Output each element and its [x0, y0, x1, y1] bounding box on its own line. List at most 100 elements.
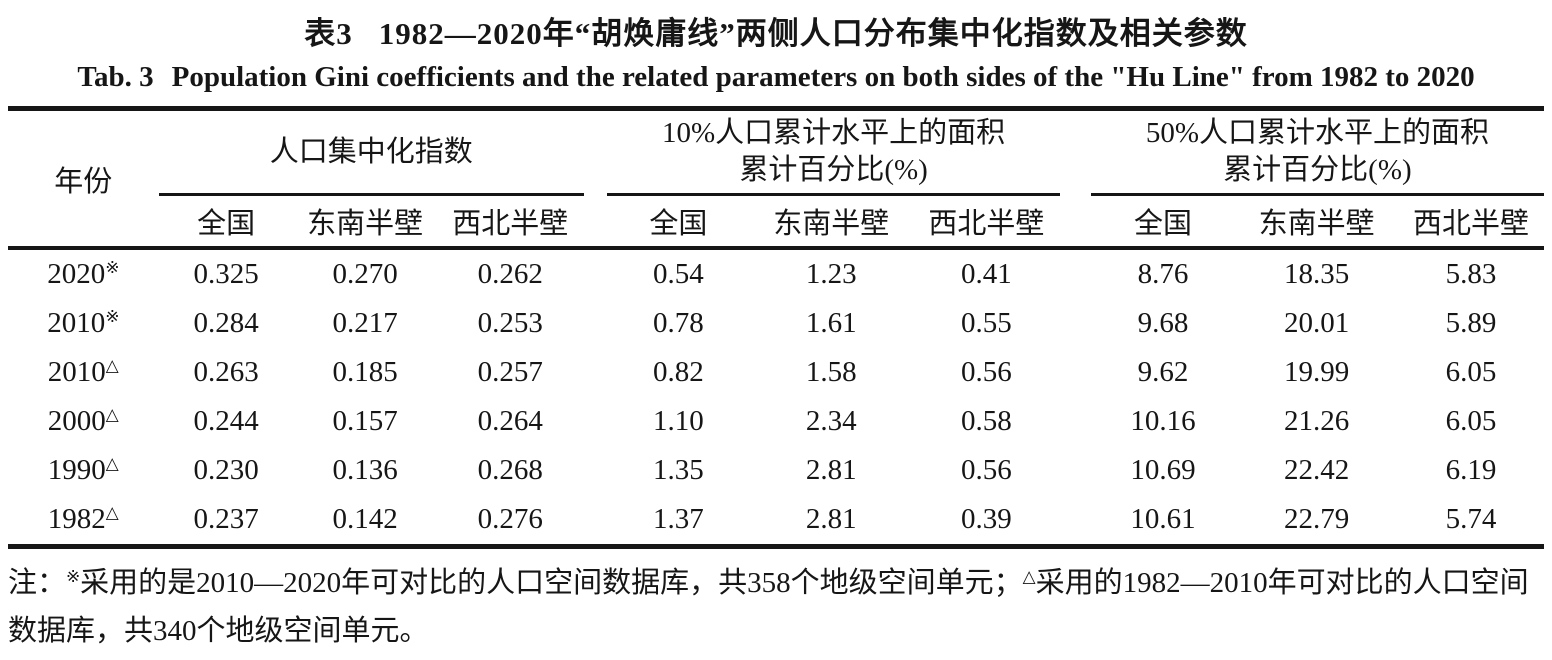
- value-cell: 5.89: [1445, 307, 1497, 339]
- note-label: 注：: [8, 567, 67, 599]
- value-cell: 1.23: [805, 258, 857, 290]
- subcol-header-southeast-2: 东南半壁: [749, 194, 913, 250]
- table-row-2000: 2000△ 0.244 0.157 0.264 1.10 2.34 0.58 1…: [8, 397, 1544, 446]
- value-cell: 0.253: [477, 307, 543, 339]
- note-text-part1: 采用的是2010—2020年可对比的人口空间数据库，共358个地级空间单元；: [80, 567, 1023, 599]
- value-cell: 0.263: [193, 356, 259, 388]
- value-cell: 0.264: [477, 405, 543, 437]
- year-label: 1982: [47, 503, 106, 535]
- spacer-cell: [1060, 495, 1091, 547]
- caption-en-text: Population Gini coefficients and the rel…: [171, 61, 1475, 93]
- value-cell: 0.237: [193, 503, 259, 535]
- subcol-header-national-1: 全国: [158, 194, 294, 250]
- group-title-line: 累计百分比(%): [1223, 154, 1412, 186]
- group-header-area-at-10pct: 10%人口累计水平上的面积 累计百分比(%): [607, 108, 1061, 196]
- header-row-groups: 年份 人口集中化指数 10%人口累计水平上的面积 累计百分比(%) 50%人口累…: [8, 108, 1544, 250]
- year-cell: 2000△: [8, 397, 159, 446]
- value-cell: 9.68: [1137, 307, 1189, 339]
- spacer-cell: [584, 248, 607, 299]
- subcol-header-national-3: 全国: [1090, 194, 1236, 250]
- value-cell: 0.56: [961, 356, 1012, 388]
- value-cell: 0.262: [477, 258, 543, 290]
- value-cell: 1.58: [805, 356, 857, 388]
- value-cell: 0.268: [477, 454, 543, 486]
- value-cell: 0.136: [332, 454, 398, 486]
- spacer-cell: [1060, 299, 1091, 348]
- value-cell: 0.41: [961, 258, 1012, 290]
- value-cell: 1.10: [653, 405, 704, 437]
- value-cell: 0.217: [332, 307, 398, 339]
- spacer-cell: [1060, 397, 1091, 446]
- value-cell: 2.34: [805, 405, 857, 437]
- value-cell: 10.16: [1130, 405, 1196, 437]
- value-cell: 20.01: [1283, 307, 1350, 339]
- spacer-cell: [1060, 248, 1091, 299]
- caption-zh: 表3 1982—2020年“胡焕庸线”两侧人口分布集中化指数及相关参数: [8, 8, 1544, 53]
- subcol-header-southeast-3: 东南半壁: [1235, 194, 1399, 250]
- value-cell: 19.99: [1283, 356, 1350, 388]
- value-cell: 0.39: [961, 503, 1012, 535]
- value-cell: 0.82: [653, 356, 704, 388]
- value-cell: 10.69: [1130, 454, 1196, 486]
- value-cell: 10.61: [1130, 503, 1196, 535]
- year-mark: ※: [105, 257, 120, 277]
- value-cell: 5.83: [1445, 258, 1497, 290]
- note-mark-reference: ※: [66, 566, 81, 586]
- subcol-header-southeast-1: 东南半壁: [293, 194, 437, 250]
- year-cell: 1990△: [8, 446, 159, 495]
- value-cell: 0.55: [961, 307, 1012, 339]
- spacer-cell: [584, 397, 607, 446]
- value-cell: 5.74: [1445, 503, 1497, 535]
- table-row-1982: 1982△ 0.237 0.142 0.276 1.37 2.81 0.39 1…: [8, 495, 1544, 547]
- group-title-line: 50%人口累计水平上的面积: [1145, 117, 1489, 149]
- year-mark: ※: [105, 306, 120, 326]
- year-mark: △: [105, 404, 119, 424]
- year-mark: △: [105, 453, 119, 473]
- caption-en: Tab. 3 Population Gini coefficients and t…: [8, 61, 1544, 94]
- year-label: 2020: [47, 258, 106, 290]
- value-cell: 0.325: [193, 258, 259, 290]
- value-cell: 0.284: [193, 307, 259, 339]
- value-cell: 0.276: [477, 503, 543, 535]
- value-cell: 0.185: [332, 356, 398, 388]
- spacer-cell: [1060, 348, 1091, 397]
- value-cell: 1.35: [653, 454, 704, 486]
- group-header-area-at-50pct: 50%人口累计水平上的面积 累计百分比(%): [1090, 108, 1544, 196]
- value-cell: 18.35: [1283, 258, 1350, 290]
- spacer-cell: [584, 348, 607, 397]
- group-header-concentration-index: 人口集中化指数: [158, 108, 584, 196]
- note-text-part2: 采用的1982—2010年可对比的人口空间数据库，共340个地级空间单元。: [8, 567, 1529, 647]
- value-cell: 0.58: [961, 405, 1012, 437]
- note-mark-triangle: △: [1022, 566, 1036, 586]
- table-footnote: 注：※采用的是2010—2020年可对比的人口空间数据库，共358个地级空间单元…: [8, 561, 1544, 654]
- group-title-line: 人口集中化指数: [269, 135, 473, 168]
- caption-en-label: Tab. 3: [77, 61, 154, 93]
- header-row-subcols: 全国 东南半壁 西北半壁 全国 东南半壁 西北半壁 全国 东南半壁 西北半壁: [8, 194, 1544, 250]
- table-row-2010a: 2010※ 0.284 0.217 0.253 0.78 1.61 0.55 9…: [8, 299, 1544, 348]
- value-cell: 0.142: [332, 503, 398, 535]
- value-cell: 0.270: [332, 258, 398, 290]
- caption-zh-label: 表3: [304, 16, 353, 51]
- value-cell: 1.61: [805, 307, 857, 339]
- year-cell: 2010△: [8, 348, 159, 397]
- value-cell: 6.19: [1445, 454, 1497, 486]
- spacer-cell: [584, 446, 607, 495]
- value-cell: 22.42: [1283, 454, 1350, 486]
- value-cell: 6.05: [1445, 356, 1497, 388]
- year-cell: 1982△: [8, 495, 159, 547]
- year-cell: 2010※: [8, 299, 159, 348]
- data-table: 年份 人口集中化指数 10%人口累计水平上的面积 累计百分比(%) 50%人口累…: [8, 106, 1544, 549]
- spacer-cell: [584, 495, 607, 547]
- value-cell: 0.78: [653, 307, 704, 339]
- value-cell: 8.76: [1137, 258, 1189, 290]
- year-header-label: 年份: [54, 165, 113, 198]
- caption-zh-text: 1982—2020年“胡焕庸线”两侧人口分布集中化指数及相关参数: [378, 16, 1248, 51]
- year-label: 1990: [47, 454, 106, 486]
- spacer-cell: [584, 299, 607, 348]
- value-cell: 0.257: [477, 356, 543, 388]
- table-row-2010b: 2010△ 0.263 0.185 0.257 0.82 1.58 0.56 9…: [8, 348, 1544, 397]
- year-cell: 2020※: [8, 248, 159, 299]
- value-cell: 2.81: [805, 454, 857, 486]
- table-row-1990: 1990△ 0.230 0.136 0.268 1.35 2.81 0.56 1…: [8, 446, 1544, 495]
